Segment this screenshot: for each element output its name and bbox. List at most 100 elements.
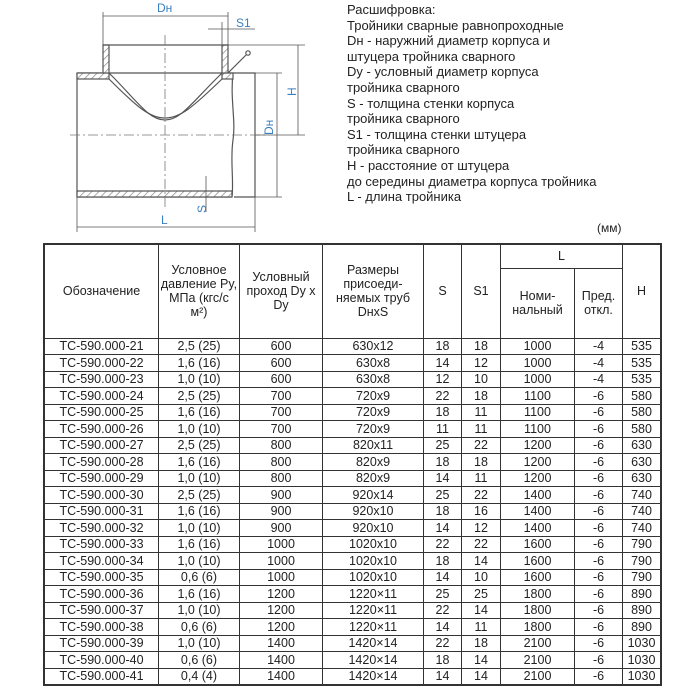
header-pressure: Условное давление Py, МПа (кгс/с м²) bbox=[158, 243, 240, 339]
cell-bore: 700 bbox=[239, 420, 323, 438]
cell-pipe-size: 1220×11 bbox=[322, 585, 424, 603]
legend-line: штуцера тройника сварного bbox=[347, 48, 516, 64]
cell-l-tolerance: -6 bbox=[574, 568, 623, 586]
cell-h: 580 bbox=[622, 403, 662, 421]
cell-h: 790 bbox=[622, 552, 662, 570]
cell-s1: 18 bbox=[461, 387, 501, 405]
cell-pressure: 2,5 (25) bbox=[158, 387, 240, 405]
cell-l-tolerance: -6 bbox=[574, 486, 623, 504]
table-row: ТС-590.000-27 2,5 (25) 800 820x11 25 22 1200 -6… bbox=[43, 436, 662, 454]
cell-s1: 25 bbox=[461, 585, 501, 603]
table-row: ТС-590.000-37 1,0 (10) 1200 1220×11 22 14 1800… bbox=[43, 601, 662, 619]
cell-s1: 18 bbox=[461, 453, 501, 471]
cell-s: 22 bbox=[423, 634, 462, 652]
cell-l-nominal: 1200 bbox=[500, 436, 575, 454]
legend-line: Тройники сварные равнопроходные bbox=[347, 17, 564, 33]
table-row: ТС-590.000-40 0,6 (6) 1400 1420×14 18 14 2100-… bbox=[43, 651, 662, 669]
cell-pipe-size: 820x9 bbox=[322, 469, 424, 487]
cell-h: 580 bbox=[622, 420, 662, 438]
cell-l-tolerance: -4 bbox=[574, 337, 623, 355]
centerlines bbox=[70, 35, 265, 210]
cell-l-tolerance: -6 bbox=[574, 601, 623, 619]
cell-s1: 14 bbox=[461, 601, 501, 619]
cell-s1: 12 bbox=[461, 519, 501, 537]
cell-designation: ТС-590.000-26 bbox=[43, 420, 159, 438]
cell-pressure: 1,0 (10) bbox=[158, 601, 240, 619]
cell-l-tolerance: -6 bbox=[574, 387, 623, 405]
cell-s1: 18 bbox=[461, 634, 501, 652]
cell-l-tolerance: -6 bbox=[574, 618, 623, 636]
header-bore: Условный проход Dy x Dy bbox=[239, 243, 323, 339]
cell-pipe-size: 1220×11 bbox=[322, 601, 424, 619]
cell-l-tolerance: -6 bbox=[574, 469, 623, 487]
cell-pressure: 1,6 (16) bbox=[158, 453, 240, 471]
cell-pressure: 1,0 (10) bbox=[158, 469, 240, 487]
cell-bore: 1400 bbox=[239, 634, 323, 652]
cell-s: 18 bbox=[423, 651, 462, 669]
cell-l-nominal: 1100 bbox=[500, 387, 575, 405]
cell-designation: ТС-590.000-39 bbox=[43, 634, 159, 652]
cell-bore: 700 bbox=[239, 403, 323, 421]
cell-pipe-size: 820x9 bbox=[322, 453, 424, 471]
cell-h: 1030 bbox=[622, 634, 662, 652]
table-row: ТС-590.000-25 1,6 (16) 700 720x9 18 11 1100 -6 5… bbox=[43, 403, 662, 421]
cell-l-nominal: 2100 bbox=[500, 667, 575, 686]
cell-designation: ТС-590.000-34 bbox=[43, 552, 159, 570]
legend-line: L - длина тройника bbox=[347, 189, 462, 205]
cell-h: 630 bbox=[622, 453, 662, 471]
table-row: ТС-590.000-28 1,6 (16) 800 820x9 18 18 1200 -6 6… bbox=[43, 453, 662, 471]
cell-h: 535 bbox=[622, 337, 662, 355]
dim-label-l: L bbox=[161, 213, 168, 227]
table-row: ТС-590.000-21 2,5 (25) 600 630x12 18 18 1000 -4… bbox=[43, 337, 662, 355]
cell-pressure: 1,0 (10) bbox=[158, 634, 240, 652]
cell-s1: 14 bbox=[461, 552, 501, 570]
header-s1: S1 bbox=[461, 243, 501, 339]
cell-s: 25 bbox=[423, 486, 462, 504]
header-s: S bbox=[423, 243, 462, 339]
table-row: ТС-590.000-29 1,0 (10) 800 820x9 14 11 1200 -6 6… bbox=[43, 469, 662, 487]
cell-s: 11 bbox=[423, 420, 462, 438]
cell-pipe-size: 1020x10 bbox=[322, 552, 424, 570]
cell-pipe-size: 820x11 bbox=[322, 436, 424, 454]
dim-label-dh-side: Dн bbox=[262, 120, 276, 135]
cell-s: 25 bbox=[423, 585, 462, 603]
cell-l-tolerance: -6 bbox=[574, 585, 623, 603]
cell-s: 18 bbox=[423, 552, 462, 570]
table-row: ТС-590.000-35 0,6 (6) 1000 1020x10 14 10 1600-… bbox=[43, 568, 662, 586]
legend-line: Dy - условный диаметр корпуса bbox=[347, 64, 539, 80]
dim-label-s1: S1 bbox=[236, 16, 251, 30]
cell-h: 890 bbox=[622, 618, 662, 636]
cell-designation: ТС-590.000-25 bbox=[43, 403, 159, 421]
cell-l-tolerance: -6 bbox=[574, 651, 623, 669]
cell-designation: ТС-590.000-23 bbox=[43, 370, 159, 388]
cell-bore: 1200 bbox=[239, 585, 323, 603]
cell-pressure: 1,0 (10) bbox=[158, 519, 240, 537]
cell-designation: ТС-590.000-33 bbox=[43, 535, 159, 553]
table-row: ТС-590.000-24 2,5 (25) 700 720x9 22 18 1100 -6 5… bbox=[43, 387, 662, 405]
cell-l-nominal: 1600 bbox=[500, 552, 575, 570]
table-row: ТС-590.000-31 1,6 (16) 900 920x10 18 16 1400 -6… bbox=[43, 502, 662, 520]
cell-l-nominal: 1600 bbox=[500, 535, 575, 553]
header-l-tolerance: Пред. откл. bbox=[574, 267, 623, 339]
cell-h: 580 bbox=[622, 387, 662, 405]
cell-pressure: 2,5 (25) bbox=[158, 486, 240, 504]
cell-h: 890 bbox=[622, 585, 662, 603]
units-label: (мм) bbox=[597, 221, 622, 235]
table-row: ТС-590.000-26 1,0 (10) 700 720x9 11 11 1100 -6 5… bbox=[43, 420, 662, 438]
cell-h: 790 bbox=[622, 568, 662, 586]
cell-s: 25 bbox=[423, 436, 462, 454]
cell-h: 535 bbox=[622, 370, 662, 388]
cell-s1: 22 bbox=[461, 535, 501, 553]
cell-l-tolerance: -6 bbox=[574, 535, 623, 553]
cell-s: 18 bbox=[423, 403, 462, 421]
cell-pipe-size: 1020x10 bbox=[322, 568, 424, 586]
cell-s1: 11 bbox=[461, 469, 501, 487]
header-designation: Обозначение bbox=[43, 243, 159, 339]
cell-l-nominal: 1000 bbox=[500, 337, 575, 355]
cell-l-nominal: 1100 bbox=[500, 420, 575, 438]
cell-bore: 1200 bbox=[239, 601, 323, 619]
cell-pressure: 2,5 (25) bbox=[158, 337, 240, 355]
cell-bore: 900 bbox=[239, 519, 323, 537]
cell-l-nominal: 1400 bbox=[500, 502, 575, 520]
break-line bbox=[231, 72, 235, 198]
